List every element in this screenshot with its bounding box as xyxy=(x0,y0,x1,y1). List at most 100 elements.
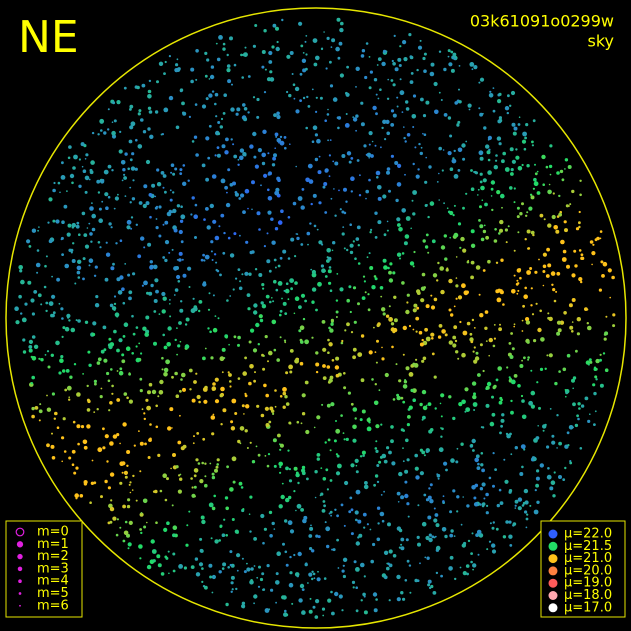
star xyxy=(474,457,480,463)
star xyxy=(485,235,489,240)
star xyxy=(227,79,232,84)
star xyxy=(169,315,172,318)
star xyxy=(235,277,238,280)
star xyxy=(92,321,97,326)
star xyxy=(519,364,524,368)
star xyxy=(242,508,245,511)
star xyxy=(221,533,226,537)
star xyxy=(142,326,147,331)
star xyxy=(449,210,454,216)
star xyxy=(129,108,132,111)
star xyxy=(177,489,182,494)
star xyxy=(220,423,223,426)
star xyxy=(230,107,235,112)
star xyxy=(405,216,411,221)
star xyxy=(91,459,94,462)
star xyxy=(143,184,148,189)
star xyxy=(26,239,31,244)
star xyxy=(363,280,366,283)
star xyxy=(170,163,175,167)
star xyxy=(159,489,163,493)
star xyxy=(199,548,204,553)
star xyxy=(376,323,380,328)
star xyxy=(577,417,580,421)
star xyxy=(75,225,78,228)
star xyxy=(308,179,314,184)
star xyxy=(452,343,457,348)
star xyxy=(237,268,241,271)
star xyxy=(420,298,425,303)
star xyxy=(347,391,351,395)
star xyxy=(216,57,221,62)
star xyxy=(251,208,253,211)
star xyxy=(71,222,77,228)
star xyxy=(471,485,476,490)
star xyxy=(139,377,143,381)
star xyxy=(514,504,517,507)
star xyxy=(577,402,581,406)
star xyxy=(48,301,54,306)
star xyxy=(119,130,122,133)
star xyxy=(162,296,167,301)
star xyxy=(343,187,347,192)
star xyxy=(320,467,323,469)
star xyxy=(74,493,79,498)
star xyxy=(480,426,483,429)
star xyxy=(420,97,424,102)
star xyxy=(241,604,246,609)
star xyxy=(237,158,240,161)
star xyxy=(111,306,117,311)
star xyxy=(121,461,126,466)
star xyxy=(375,449,379,453)
star xyxy=(312,38,318,43)
star xyxy=(107,195,111,199)
star xyxy=(126,225,131,230)
star xyxy=(518,116,521,118)
star xyxy=(229,487,234,492)
star xyxy=(328,512,331,515)
star xyxy=(510,453,513,456)
star xyxy=(84,190,88,194)
star xyxy=(408,33,412,37)
star xyxy=(161,291,166,297)
star xyxy=(599,358,602,362)
star xyxy=(477,553,480,556)
star xyxy=(550,271,556,276)
star xyxy=(307,243,309,246)
star xyxy=(475,351,479,355)
star xyxy=(282,595,287,600)
star xyxy=(203,218,206,221)
star xyxy=(519,276,522,280)
star xyxy=(469,62,475,67)
star xyxy=(168,251,171,254)
star xyxy=(426,556,430,560)
star xyxy=(171,248,174,251)
legend-dot xyxy=(19,604,21,607)
star xyxy=(274,190,280,196)
star xyxy=(383,459,388,464)
star xyxy=(111,121,114,123)
star xyxy=(352,407,358,412)
star xyxy=(478,107,481,110)
star xyxy=(153,341,157,346)
star xyxy=(453,174,459,179)
star xyxy=(87,350,91,354)
star xyxy=(473,359,478,364)
star xyxy=(61,253,64,256)
star xyxy=(377,220,382,225)
star xyxy=(123,392,128,396)
star xyxy=(465,140,468,143)
star xyxy=(221,567,225,570)
star xyxy=(370,559,375,564)
star xyxy=(480,452,484,455)
star xyxy=(284,395,288,399)
star xyxy=(443,461,448,466)
star xyxy=(403,126,405,128)
star xyxy=(438,91,441,94)
star xyxy=(298,598,303,603)
star xyxy=(185,317,190,322)
star xyxy=(134,167,138,171)
star xyxy=(365,189,370,194)
star xyxy=(301,188,305,191)
star xyxy=(290,237,295,242)
